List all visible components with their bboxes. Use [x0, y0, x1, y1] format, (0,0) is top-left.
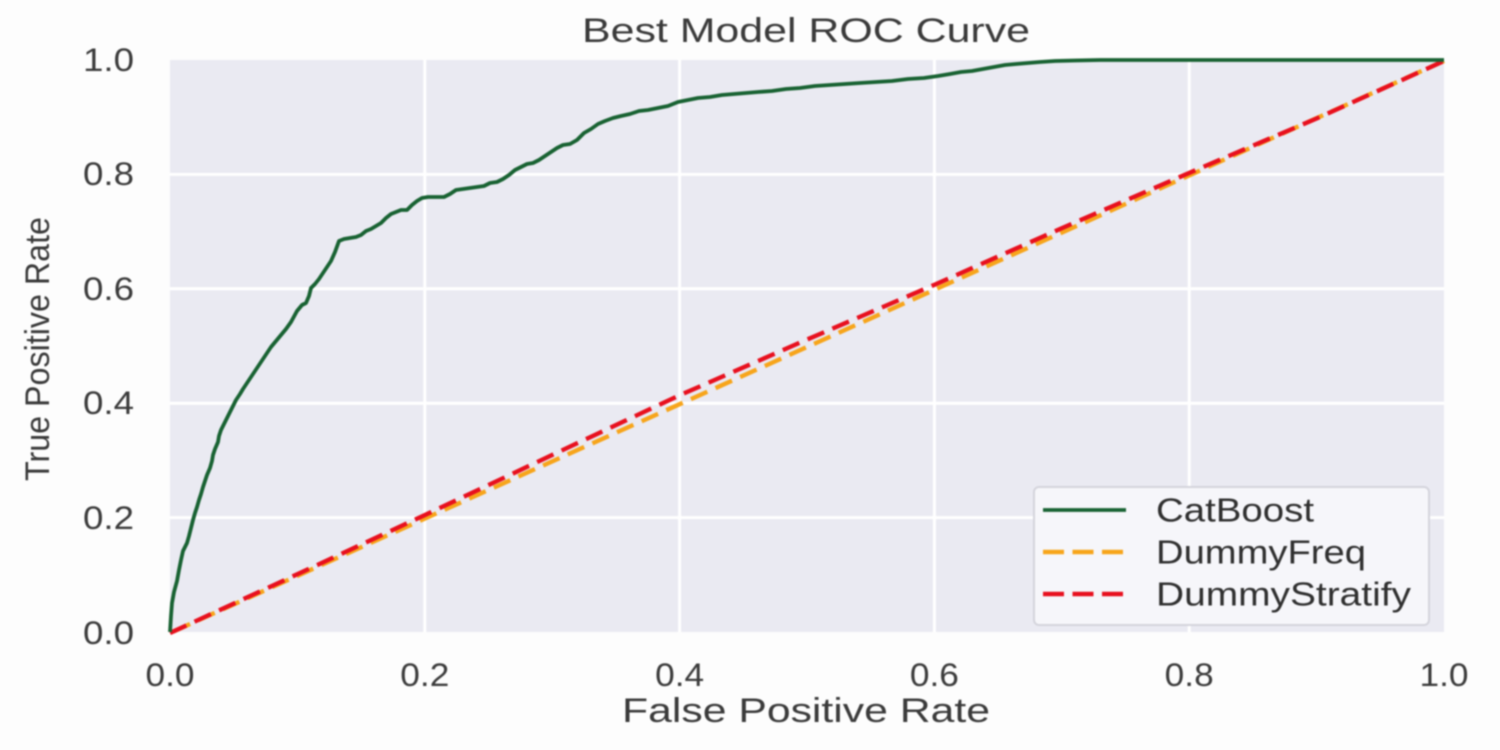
svg-text:0.8: 0.8 — [83, 156, 134, 192]
svg-text:CatBoost: CatBoost — [1156, 492, 1314, 529]
svg-text:0.4: 0.4 — [83, 385, 134, 421]
svg-text:DummyStratify: DummyStratify — [1156, 576, 1412, 613]
svg-text:1.0: 1.0 — [83, 42, 134, 78]
svg-text:0.8: 0.8 — [1165, 657, 1214, 693]
svg-text:0.2: 0.2 — [400, 657, 449, 693]
svg-text:DummyFreq: DummyFreq — [1156, 534, 1366, 571]
svg-text:False Positive Rate: False Positive Rate — [622, 692, 990, 730]
svg-text:0.6: 0.6 — [910, 657, 959, 693]
svg-text:Best Model ROC Curve: Best Model ROC Curve — [582, 12, 1030, 50]
svg-text:0.0: 0.0 — [146, 657, 195, 693]
svg-text:0.6: 0.6 — [83, 271, 134, 307]
svg-text:1.0: 1.0 — [1420, 657, 1469, 693]
svg-text:True Positive Rate: True Positive Rate — [19, 217, 57, 481]
svg-text:0.4: 0.4 — [655, 657, 704, 693]
svg-text:0.2: 0.2 — [83, 500, 134, 536]
svg-text:0.0: 0.0 — [83, 615, 134, 651]
